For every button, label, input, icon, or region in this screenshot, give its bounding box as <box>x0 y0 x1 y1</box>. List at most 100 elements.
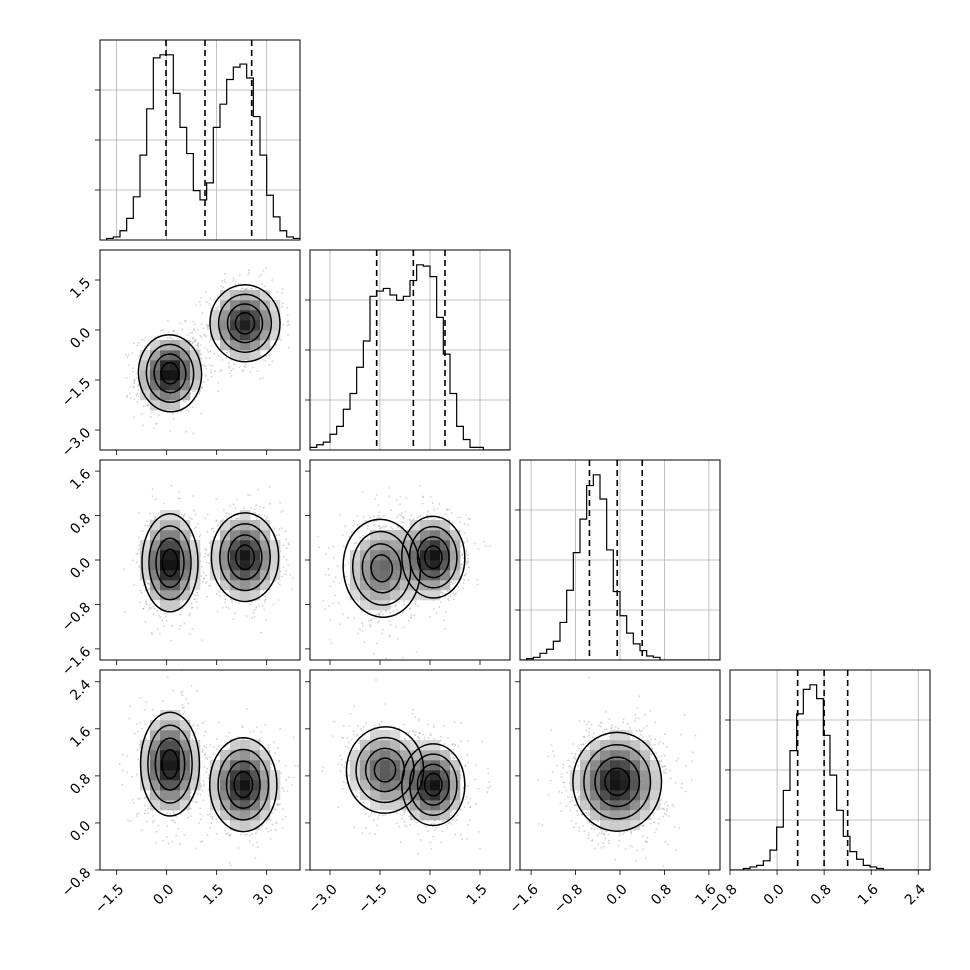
sample-point <box>145 520 148 523</box>
sample-point <box>194 847 197 850</box>
sample-point <box>182 713 185 716</box>
sample-point <box>228 366 231 369</box>
sample-point <box>463 579 465 581</box>
sample-point <box>144 804 147 807</box>
density-cell <box>220 310 231 321</box>
sample-point <box>225 512 228 515</box>
sample-point <box>363 641 366 644</box>
sample-point <box>133 382 136 385</box>
sample-point <box>203 555 206 558</box>
pair-panel-1-2 <box>95 249 301 455</box>
density-cell <box>170 520 181 531</box>
sample-point <box>224 272 227 275</box>
density-cell <box>210 310 221 321</box>
sample-point <box>205 367 208 370</box>
sample-point <box>412 518 415 520</box>
sample-point <box>324 608 326 611</box>
sample-point <box>247 494 250 496</box>
density-cell <box>240 510 251 521</box>
density-cell <box>230 520 241 531</box>
sample-point <box>206 326 209 329</box>
sample-point <box>274 580 277 583</box>
sample-point <box>278 583 281 586</box>
density-cell <box>230 330 241 341</box>
sample-point <box>463 574 466 577</box>
sample-point <box>213 352 216 355</box>
sample-point <box>265 619 267 622</box>
sample-point <box>339 513 342 516</box>
sample-point <box>191 331 193 334</box>
sample-point <box>404 510 407 513</box>
sample-point <box>344 525 347 528</box>
sample-point <box>200 639 203 641</box>
sample-point <box>205 374 207 377</box>
sample-point <box>216 524 219 527</box>
sample-point <box>200 336 203 339</box>
sample-point <box>138 536 141 539</box>
sample-point <box>421 502 424 505</box>
sample-point <box>217 390 220 393</box>
sample-point <box>251 288 254 290</box>
sample-point <box>341 534 344 537</box>
sample-point <box>194 323 197 326</box>
sample-point <box>206 530 209 533</box>
sample-point <box>140 591 143 594</box>
density-cell <box>170 550 181 561</box>
density-cell <box>250 290 261 301</box>
sample-point <box>219 594 221 597</box>
sample-point <box>265 355 267 358</box>
sample-point <box>281 575 283 578</box>
sample-point <box>438 503 440 505</box>
sample-point <box>280 339 283 342</box>
sample-point <box>190 602 193 605</box>
sample-point <box>205 561 208 564</box>
sample-point <box>206 554 209 556</box>
sample-point <box>409 607 412 610</box>
sample-point <box>433 608 435 610</box>
sample-point <box>196 606 199 609</box>
sample-point <box>281 291 284 294</box>
sample-point <box>356 523 359 526</box>
sample-point <box>146 820 148 823</box>
sample-point <box>230 518 233 520</box>
sample-point <box>370 618 373 620</box>
sample-point <box>184 319 187 322</box>
sample-point <box>126 755 129 757</box>
sample-point <box>200 575 203 577</box>
sample-point <box>223 595 226 597</box>
sample-point <box>146 404 149 407</box>
sample-point <box>204 730 207 733</box>
sample-point <box>281 527 283 529</box>
sample-point <box>338 582 341 584</box>
sample-point <box>278 534 281 536</box>
sample-point <box>194 594 197 597</box>
sample-point <box>173 329 176 332</box>
density-cell <box>160 390 171 401</box>
sample-point <box>248 271 251 274</box>
sample-point <box>244 288 247 291</box>
sample-point <box>149 512 152 515</box>
sample-point <box>414 602 416 605</box>
contour-level-1 <box>210 512 280 603</box>
sample-point <box>133 385 135 388</box>
sample-point <box>318 546 321 549</box>
sample-point <box>228 372 231 374</box>
density-cell <box>180 540 191 551</box>
sample-point <box>379 525 381 528</box>
sample-point <box>205 574 208 577</box>
sample-point <box>192 432 195 435</box>
sample-point <box>228 362 231 364</box>
sample-point <box>254 287 257 289</box>
density-cell <box>180 570 191 581</box>
sample-point <box>375 613 377 616</box>
sample-point <box>401 611 404 614</box>
density-cell <box>170 380 181 391</box>
sample-point <box>429 616 431 618</box>
sample-point <box>369 516 371 519</box>
sample-point <box>334 576 337 579</box>
sample-point <box>264 598 267 600</box>
sample-point <box>137 389 140 392</box>
sample-point <box>286 306 289 309</box>
density-cell <box>240 560 251 571</box>
sample-point <box>417 516 420 519</box>
